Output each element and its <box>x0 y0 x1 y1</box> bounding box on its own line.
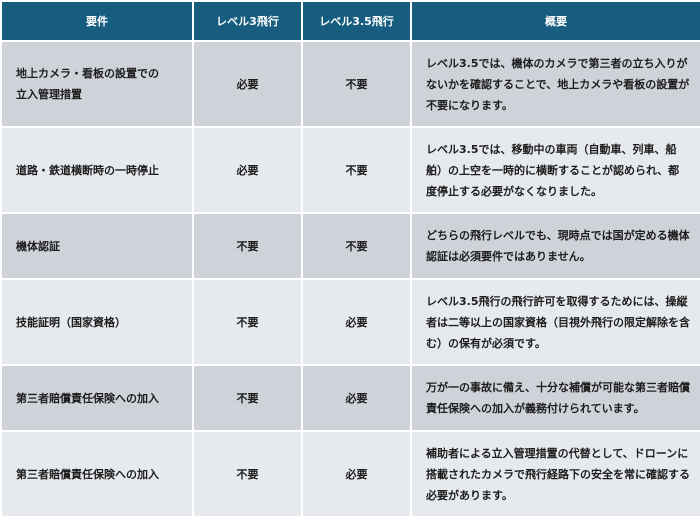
level35-cell: 必要 <box>301 430 412 518</box>
requirement-cell: 第三者賠償責任保険への加入 <box>0 430 194 518</box>
level3-cell: 不要 <box>192 364 303 432</box>
level35-cell: 不要 <box>301 40 412 128</box>
table-row: 第三者賠償責任保険への加入 不要 必要 万が一の事故に備え、十分な補償が可能な第… <box>0 364 700 432</box>
header-row: 要件 レベル3飛行 レベル3.5飛行 概要 <box>0 0 700 42</box>
level3-cell: 不要 <box>192 212 303 280</box>
table-row: 機体認証 不要 不要 どちらの飛行レベルでも、現時点では国が定める機体認証は必須… <box>0 212 700 280</box>
level35-cell: 必要 <box>301 364 412 432</box>
header-level3: レベル3飛行 <box>192 0 303 42</box>
header-level35: レベル3.5飛行 <box>301 0 412 42</box>
requirement-cell: 地上カメラ・看板の設置での 立入管理措置 <box>0 40 194 128</box>
level3-cell: 不要 <box>192 430 303 518</box>
requirement-cell: 道路・鉄道横断時の一時停止 <box>0 126 194 214</box>
level35-cell: 不要 <box>301 126 412 214</box>
table-row: 技能証明（国家資格） 不要 必要 レベル3.5飛行の飛行許可を取得するためには、… <box>0 278 700 366</box>
level35-cell: 不要 <box>301 212 412 280</box>
summary-cell: レベル3.5では、移動中の車両（自動車、列車、船舶）の上空を一時的に横断すること… <box>410 126 700 214</box>
level35-cell: 必要 <box>301 278 412 366</box>
summary-cell: どちらの飛行レベルでも、現時点では国が定める機体認証は必須要件ではありません。 <box>410 212 700 280</box>
summary-cell: レベル3.5飛行の飛行許可を取得するためには、操縦者は二等以上の国家資格（目視外… <box>410 278 700 366</box>
summary-cell: レベル3.5では、機体のカメラで第三者の立ち入りがないかを確認することで、地上カ… <box>410 40 700 128</box>
table-row: 道路・鉄道横断時の一時停止 必要 不要 レベル3.5では、移動中の車両（自動車、… <box>0 126 700 214</box>
header-requirement: 要件 <box>0 0 194 42</box>
requirement-cell: 技能証明（国家資格） <box>0 278 194 366</box>
level3-cell: 必要 <box>192 126 303 214</box>
table-row: 第三者賠償責任保険への加入 不要 必要 補助者による立入管理措置の代替として、ド… <box>0 430 700 518</box>
requirement-cell: 第三者賠償責任保険への加入 <box>0 364 194 432</box>
summary-cell: 補助者による立入管理措置の代替として、ドローンに搭載されたカメラで飛行経路下の安… <box>410 430 700 518</box>
summary-cell: 万が一の事故に備え、十分な補償が可能な第三者賠償責任保険への加入が義務付けられて… <box>410 364 700 432</box>
header-summary: 概要 <box>410 0 700 42</box>
level3-cell: 不要 <box>192 278 303 366</box>
requirement-cell: 機体認証 <box>0 212 194 280</box>
level3-cell: 必要 <box>192 40 303 128</box>
table-row: 地上カメラ・看板の設置での 立入管理措置 必要 不要 レベル3.5では、機体のカ… <box>0 40 700 128</box>
